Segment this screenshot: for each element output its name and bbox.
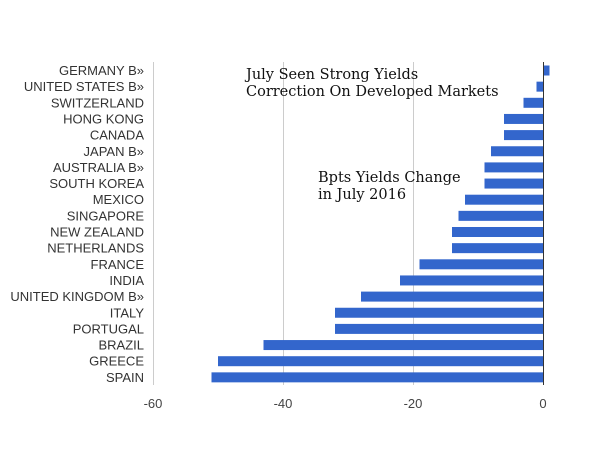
category-label: INDIA (109, 273, 144, 288)
category-label: GREECE (89, 354, 144, 369)
category-label: AUSTRALIA B» (53, 160, 144, 175)
annotation-text: Bpts Yields Change (318, 170, 461, 186)
x-tick-label: -20 (404, 396, 423, 411)
bar (504, 113, 543, 124)
category-label: BRAZIL (98, 338, 144, 353)
bar (361, 291, 543, 302)
bar (484, 178, 543, 189)
x-tick-label: -60 (144, 396, 163, 411)
bars (211, 65, 550, 383)
bar (400, 275, 543, 286)
category-label: GERMANY B» (59, 63, 144, 78)
bar (335, 323, 543, 334)
category-label: CANADA (90, 128, 145, 143)
category-label: HONG KONG (63, 111, 144, 126)
bar (218, 356, 543, 367)
x-tick-label: -40 (274, 396, 293, 411)
x-tick-labels: -60 -40 -20 0 (144, 396, 547, 411)
bar (452, 243, 543, 254)
bar (491, 146, 543, 157)
bar (458, 210, 543, 221)
category-label: SOUTH KOREA (49, 176, 144, 191)
annotation-text: Correction On Developed Markets (246, 84, 499, 100)
annotation-text: in July 2016 (318, 187, 406, 203)
bar (536, 81, 543, 92)
bar (419, 259, 543, 270)
category-labels: GERMANY B»UNITED STATES B»SWITZERLANDHON… (10, 63, 144, 385)
bar (211, 372, 543, 383)
category-label: FRANCE (91, 257, 145, 272)
bar (504, 130, 543, 141)
x-tick-label: 0 (539, 396, 546, 411)
category-label: NEW ZEALAND (50, 225, 144, 240)
bar (523, 97, 543, 108)
category-label: MEXICO (93, 192, 144, 207)
grid-lines (153, 62, 414, 385)
category-label: NETHERLANDS (47, 241, 144, 256)
category-label: SINGAPORE (67, 208, 145, 223)
category-label: ITALY (110, 305, 145, 320)
bar (263, 340, 543, 351)
bar (335, 307, 543, 318)
category-label: PORTUGAL (73, 321, 144, 336)
category-label: JAPAN B» (84, 144, 144, 159)
bar (543, 65, 550, 76)
bar (452, 227, 543, 237)
category-label: UNITED STATES B» (24, 79, 144, 94)
annotation-text: July Seen Strong Yields (244, 67, 418, 83)
bar (484, 162, 543, 173)
category-label: SWITZERLAND (51, 95, 144, 110)
category-label: SPAIN (106, 370, 144, 385)
category-label: UNITED KINGDOM B» (10, 289, 144, 304)
bar (465, 194, 543, 205)
